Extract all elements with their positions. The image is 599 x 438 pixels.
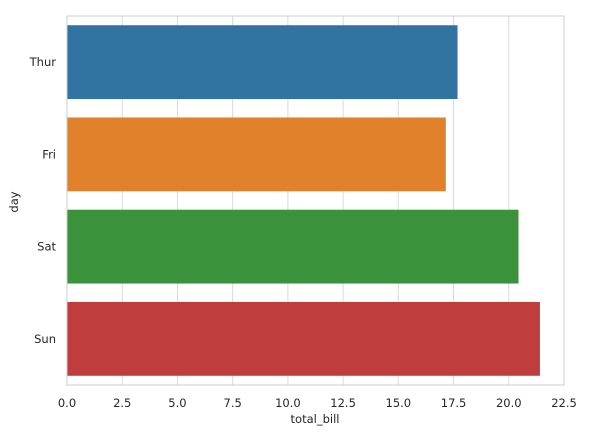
bar-sun: [67, 301, 540, 376]
y-tick-label: Fri: [42, 147, 56, 161]
x-tick-labels: 0.0 2.5 5.0 7.5 10.0 12.5 15.0 17.5 20.0 22.5: [58, 396, 577, 410]
y-tick-labels: Thur Fri Sat Sun: [29, 55, 57, 346]
plot-frame: [66, 15, 565, 386]
y-tick-label: Sat: [37, 240, 56, 254]
x-tick-label: 17.5: [441, 396, 467, 410]
y-axis-label: day: [7, 191, 21, 212]
x-axis-label: total_bill: [291, 412, 340, 426]
bar-fri: [67, 117, 446, 192]
x-tick-label: 5.0: [168, 396, 186, 410]
x-tick-label: 20.0: [496, 396, 522, 410]
bar-thur: [67, 25, 458, 100]
bar-sat: [67, 209, 519, 284]
axes-spines: [66, 15, 565, 386]
x-tick-label: 15.0: [386, 396, 412, 410]
x-tick-label: 0.0: [58, 396, 76, 410]
x-tick-label: 22.5: [551, 396, 577, 410]
x-tick-label: 12.5: [330, 396, 356, 410]
bars: [67, 25, 540, 376]
x-tick-label: 10.0: [275, 396, 301, 410]
y-tick-label: Thur: [29, 55, 57, 69]
x-tick-label: 2.5: [113, 396, 131, 410]
y-tick-label: Sun: [34, 332, 56, 346]
x-tick-label: 7.5: [224, 396, 242, 410]
